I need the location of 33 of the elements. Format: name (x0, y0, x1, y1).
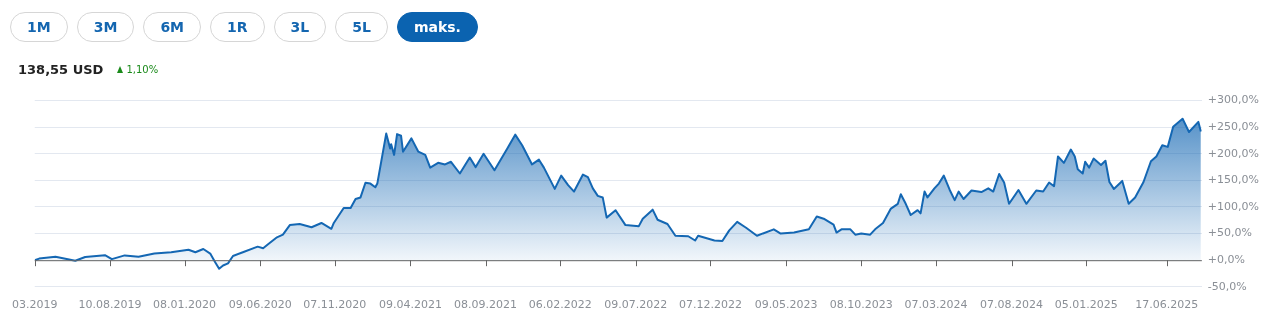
y-tick-label: +200,0% (1207, 146, 1260, 160)
x-tick-label: 06.02.2022 (528, 298, 592, 312)
x-tick-label: 09.04.2021 (378, 298, 442, 312)
y-tick-label: +250,0% (1207, 120, 1260, 134)
y-tick-label: +300,0% (1207, 93, 1260, 107)
text: 5L (335, 12, 388, 42)
y-tick-label: -50,0% (1207, 279, 1247, 293)
x-tick-label: 05.01.2025 (1054, 298, 1118, 312)
x-tick-label: 03.2019 (11, 298, 58, 312)
x-tick-label: 07.03.2024 (904, 298, 968, 312)
x-tick-label: 08.10.2023 (829, 298, 893, 312)
x-tick-label: 07.12.2022 (678, 298, 742, 312)
x-tick-label: 10.08.2019 (78, 298, 142, 312)
y-tick-label: +0,0% (1207, 253, 1246, 267)
text: 1M (10, 12, 68, 42)
chart-title: 138,55 USD (18, 62, 104, 77)
x-tick-label: 08.09.2021 (454, 298, 518, 312)
y-tick-label: +100,0% (1207, 199, 1260, 213)
text: maks. (396, 12, 478, 42)
x-tick-label: 07.11.2020 (303, 298, 367, 312)
x-tick-label: 09.07.2022 (604, 298, 668, 312)
x-tick-label: 09.05.2023 (754, 298, 818, 312)
x-tick-label: 17.06.2025 (1135, 298, 1199, 312)
x-tick-label: 07.08.2024 (980, 298, 1044, 312)
y-tick-label: +50,0% (1207, 226, 1253, 240)
x-tick-label: 08.01.2020 (153, 298, 217, 312)
y-tick-label: +150,0% (1207, 173, 1260, 187)
chart-subtitle: 1,10% (126, 64, 159, 75)
text: 3M (76, 12, 135, 42)
x-tick-label: 09.06.2020 (228, 298, 292, 312)
text: 1R (210, 12, 265, 42)
text: 3L (273, 12, 327, 42)
text: 6M (143, 12, 202, 42)
